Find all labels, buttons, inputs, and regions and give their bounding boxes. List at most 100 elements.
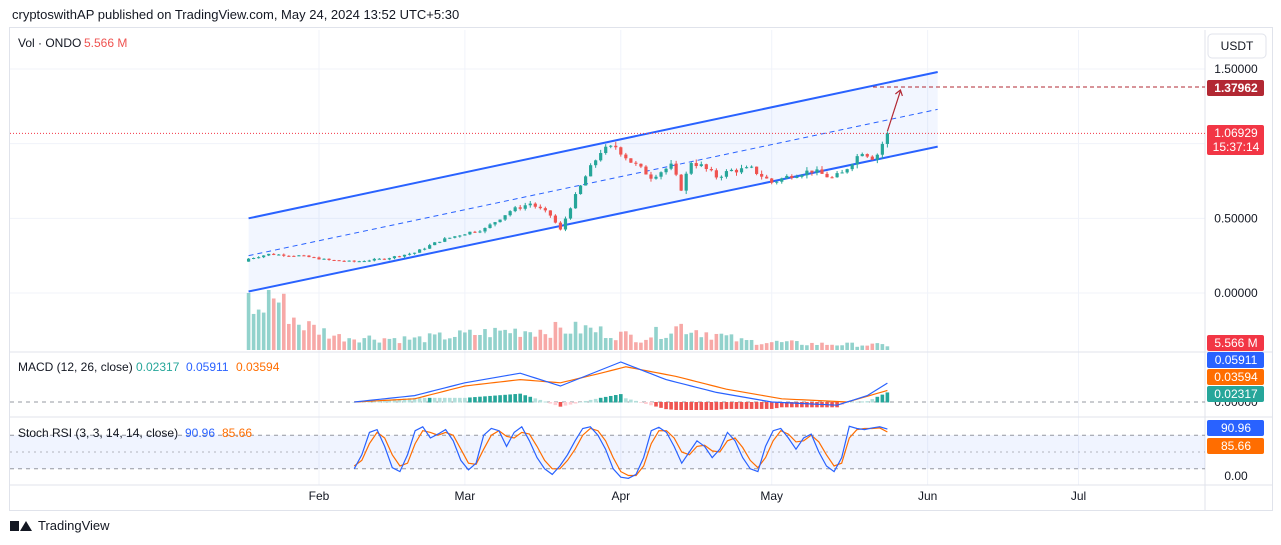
volume-bar: [598, 326, 603, 350]
volume-bar: [417, 336, 422, 350]
candle-body: [478, 231, 482, 233]
volume-bar: [493, 327, 497, 350]
volume-bar: [367, 335, 372, 350]
volume-bar: [880, 344, 885, 350]
candle-body: [498, 219, 502, 223]
macd-histogram-bar: [684, 402, 688, 410]
candle-body: [528, 203, 532, 206]
macd-histogram-bar: [387, 399, 392, 403]
candle-body: [573, 194, 578, 209]
volume-bar: [518, 336, 522, 350]
candle-body: [282, 254, 286, 256]
candle-body: [885, 133, 889, 144]
macd-legend-v1: 0.02317: [136, 360, 180, 374]
time-axis-tick: Jun: [918, 489, 937, 503]
macd-histogram-bar: [749, 402, 754, 409]
candle-body: [473, 231, 477, 233]
macd-histogram-bar: [795, 402, 799, 408]
macd-histogram-bar: [855, 401, 860, 403]
candle-body: [412, 252, 417, 254]
rsi-badge-1-text: 90.96: [1221, 421, 1251, 435]
macd-histogram-bar: [593, 398, 598, 403]
macd-histogram-bar: [578, 402, 583, 403]
candle-body: [468, 231, 472, 235]
volume-bar: [422, 342, 427, 350]
macd-histogram-bar: [629, 399, 633, 403]
macd-histogram-bar: [543, 401, 548, 403]
candle-body: [780, 178, 784, 182]
macd-histogram-bar: [774, 402, 779, 409]
candle-body: [825, 173, 829, 178]
time-axis-tick: Feb: [309, 489, 330, 503]
macd-badge-1-text: 0.05911: [1215, 353, 1258, 367]
candle-body: [689, 163, 693, 174]
macd-histogram-bar: [518, 393, 522, 403]
macd-histogram-bar: [382, 399, 387, 403]
macd-histogram-bar: [719, 402, 724, 410]
currency-button[interactable]: USDT: [1207, 33, 1267, 59]
volume-bar: [583, 325, 588, 350]
vol-legend-value: 5.566 M: [84, 36, 127, 50]
macd-histogram-bar: [624, 398, 628, 403]
volume-bar: [276, 302, 281, 350]
macd-histogram-bar: [885, 392, 890, 403]
grid: [10, 30, 1272, 510]
macd-histogram-bar: [402, 398, 407, 403]
candle-body: [594, 160, 598, 166]
volume-bar: [407, 339, 412, 350]
macd-histogram-bar: [407, 398, 412, 403]
macd-histogram-bar: [468, 397, 472, 403]
macd-histogram-bar: [417, 397, 422, 403]
candle-body: [785, 175, 789, 179]
macd-histogram-bar: [553, 402, 558, 406]
macd-histogram-bar: [679, 402, 683, 410]
candle-body: [578, 185, 583, 195]
volume-bar: [694, 330, 699, 350]
macd-histogram-bar: [634, 400, 638, 403]
volume-bar: [588, 327, 593, 350]
macd-histogram-bar: [790, 402, 794, 408]
candle-body: [629, 158, 633, 163]
macd-histogram-bar: [528, 396, 533, 403]
volume-bar: [322, 328, 326, 350]
volume-bar: [664, 337, 668, 350]
macd-histogram-bar: [754, 402, 759, 409]
candle-body: [322, 258, 326, 260]
candle-body: [453, 236, 457, 238]
volume-bar: [603, 338, 608, 350]
volume-bar: [800, 344, 804, 350]
candle-body: [297, 255, 301, 257]
volume-bar: [875, 343, 880, 350]
candle-body: [810, 170, 814, 173]
candle-body: [830, 177, 834, 179]
macd-histogram-bar: [458, 397, 462, 403]
candle-body: [553, 215, 558, 223]
volume-bar: [674, 326, 678, 350]
candlesticks: [246, 131, 889, 263]
macd-histogram-bar: [432, 397, 437, 403]
target-arrow-line: [886, 90, 901, 132]
macd-histogram-bar: [372, 400, 377, 403]
candle-body: [739, 168, 744, 173]
macd-histogram-bar: [488, 395, 492, 403]
macd-histogram-bar: [714, 402, 719, 410]
vol-legend-label: Vol · ONDO: [18, 36, 81, 50]
target-price-text: 1.37962: [1214, 81, 1258, 95]
candle-body: [614, 145, 618, 148]
last-price-badge: 1.06929 15:37:14: [1207, 125, 1264, 155]
candle-body: [714, 170, 718, 178]
rsi-legend-d: 85.66: [222, 426, 252, 440]
volume-bar: [709, 339, 714, 350]
volume-bar: [578, 333, 583, 350]
volume-bar: [382, 338, 387, 350]
candle-body: [543, 208, 547, 211]
candle-body: [558, 222, 563, 230]
volume-bar: [553, 321, 558, 350]
macd-histogram-bar: [664, 402, 668, 410]
macd-legend-label: MACD (12, 26, close): [18, 360, 133, 374]
candle-body: [664, 168, 668, 173]
footer-brand[interactable]: TradingView: [10, 518, 110, 533]
candle-body: [257, 257, 261, 259]
candle-body: [694, 163, 698, 167]
candle-body: [790, 175, 794, 178]
